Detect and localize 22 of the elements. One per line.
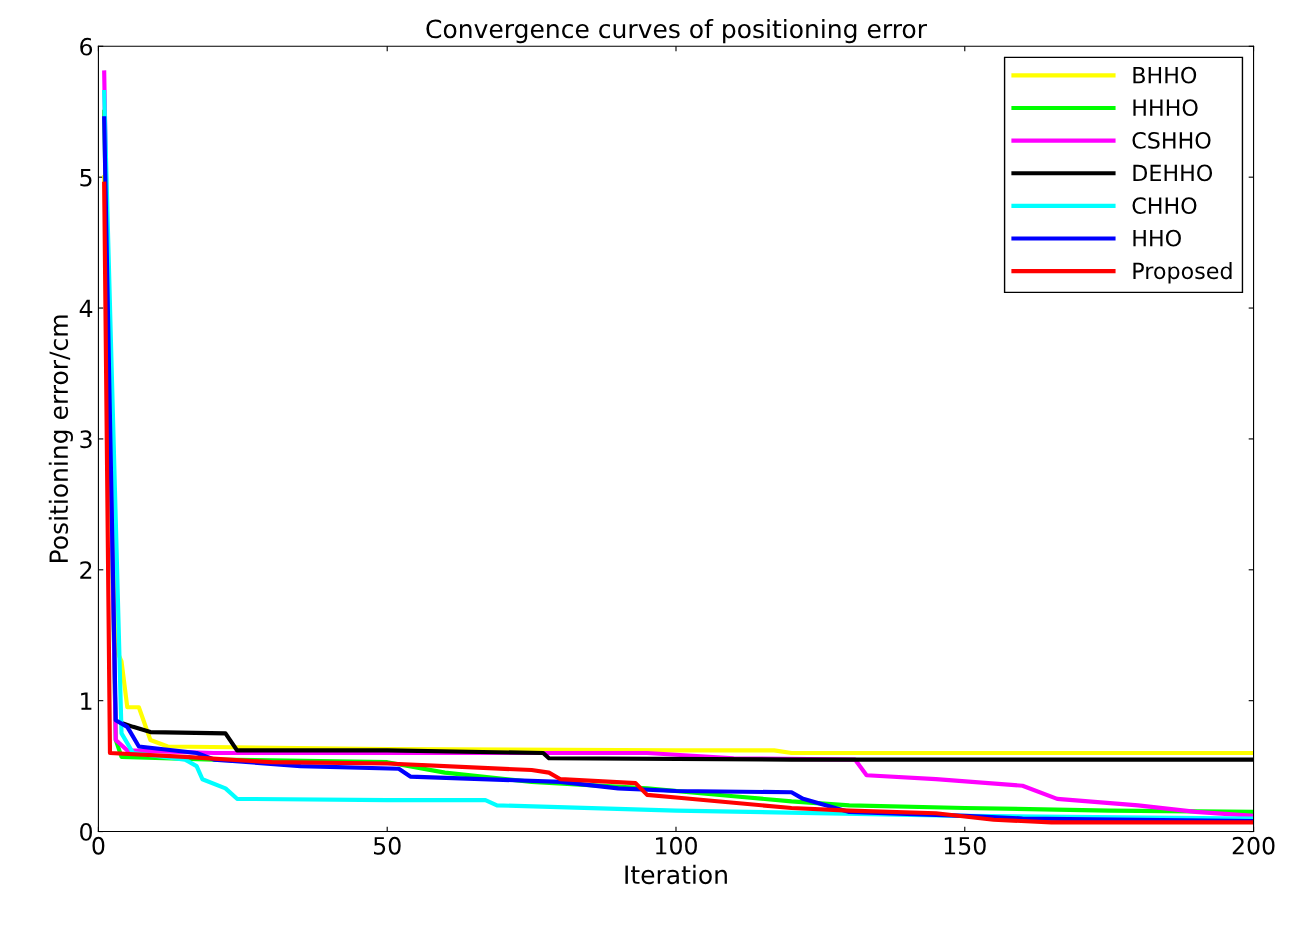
chart-title: Convergence curves of positioning error (426, 18, 927, 44)
y-tick-label: 0 (80, 822, 92, 841)
legend-label: DEHHO (1133, 164, 1213, 182)
legend-label: BHHO (1133, 66, 1197, 84)
legend-label: HHHO (1133, 99, 1198, 117)
legend-label: CHHO (1132, 197, 1197, 214)
y-tick-label: 4 (79, 299, 93, 318)
y-tick-label: 3 (80, 430, 92, 449)
y-tick-label: 2 (80, 561, 92, 579)
legend-label: CSHHO (1132, 131, 1211, 149)
x-tick-label: 150 (944, 836, 986, 855)
legend-label: Proposed (1133, 262, 1232, 284)
y-tick-label: 1 (81, 692, 92, 710)
x-tick-label: 50 (374, 836, 401, 855)
y-tick-label: 6 (80, 37, 93, 56)
y-axis-title: Positioning error/cm (48, 315, 73, 562)
x-tick-label: 0 (92, 836, 105, 855)
x-axis-title: Iteration (625, 864, 727, 885)
x-tick-label: 200 (1232, 836, 1275, 855)
legend-label: HHO (1133, 229, 1181, 247)
x-tick-label: 100 (656, 836, 697, 855)
y-tick-label: 5 (80, 168, 92, 187)
